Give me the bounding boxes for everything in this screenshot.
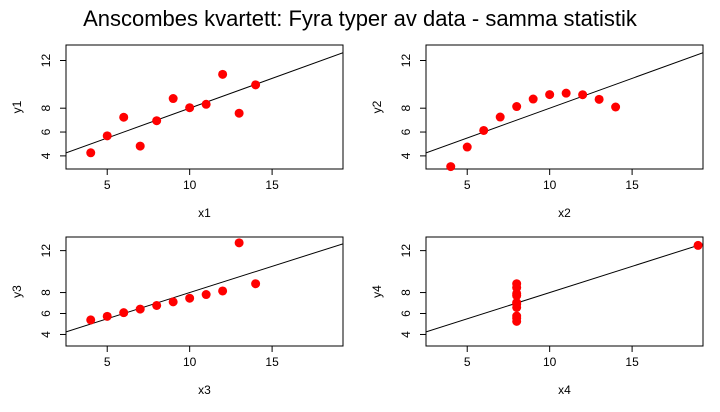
data-point bbox=[201, 99, 211, 109]
data-point bbox=[201, 290, 211, 300]
y-tick-label: 8 bbox=[39, 289, 53, 296]
data-point bbox=[594, 94, 604, 104]
data-point bbox=[495, 112, 505, 122]
y-tick-label: 8 bbox=[39, 105, 53, 112]
y-axis-label: y4 bbox=[370, 285, 384, 298]
data-point bbox=[512, 313, 522, 323]
x-tick-label: 15 bbox=[625, 355, 639, 369]
plot-frame bbox=[425, 44, 704, 170]
x-tick-label: 10 bbox=[183, 355, 197, 369]
data-point bbox=[185, 103, 195, 113]
data-point bbox=[218, 69, 228, 79]
data-point bbox=[119, 308, 129, 318]
y-tick-label: 12 bbox=[39, 54, 53, 68]
x-tick-label: 10 bbox=[543, 355, 557, 369]
plot-frame bbox=[425, 236, 704, 347]
y-tick-label: 8 bbox=[399, 105, 413, 112]
data-point bbox=[119, 112, 129, 122]
plot-panel-4: 5 10 15 4 6 8 12 x4 y4 bbox=[370, 236, 704, 397]
data-point bbox=[528, 94, 538, 104]
y-tick-label: 8 bbox=[399, 289, 413, 296]
regression-line bbox=[426, 52, 703, 154]
x-tick-label: 5 bbox=[104, 355, 111, 369]
data-point bbox=[251, 279, 261, 289]
x-tick-label: 10 bbox=[543, 178, 557, 192]
plot-panel-1: 5 10 15 4 6 8 12 x1 y1 bbox=[10, 44, 344, 220]
data-point bbox=[86, 148, 96, 158]
data-point bbox=[611, 102, 621, 112]
data-point bbox=[446, 162, 456, 172]
data-point bbox=[693, 240, 703, 250]
y-tick-label: 4 bbox=[39, 152, 53, 159]
data-point bbox=[561, 88, 571, 98]
y-tick-label: 12 bbox=[399, 244, 413, 258]
data-point bbox=[234, 108, 244, 118]
y-tick-label: 6 bbox=[39, 310, 53, 317]
data-point bbox=[545, 90, 555, 100]
chart-title: Anscombes kvartett: Fyra typer av data -… bbox=[83, 6, 637, 31]
data-point bbox=[135, 304, 145, 314]
regression-line bbox=[66, 243, 343, 333]
x-axis-label: x3 bbox=[198, 383, 211, 397]
data-point bbox=[168, 94, 178, 104]
x-tick-label: 10 bbox=[183, 178, 197, 192]
data-point bbox=[152, 300, 162, 310]
plot-panel-3: 5 10 15 4 6 8 12 x3 y3 bbox=[10, 236, 344, 397]
x-axis-label: x2 bbox=[558, 206, 571, 220]
plot-panel-2: 5 10 15 4 6 8 12 x2 y2 bbox=[370, 44, 704, 220]
data-point bbox=[234, 238, 244, 248]
y-tick-label: 6 bbox=[399, 128, 413, 135]
y-tick-label: 6 bbox=[399, 310, 413, 317]
data-point bbox=[86, 315, 96, 325]
y-tick-label: 4 bbox=[39, 331, 53, 338]
data-point bbox=[218, 286, 228, 296]
x-axis-label: x4 bbox=[558, 383, 571, 397]
plot-frame bbox=[65, 44, 344, 170]
x-tick-label: 5 bbox=[104, 178, 111, 192]
data-point bbox=[135, 141, 145, 151]
data-point bbox=[152, 116, 162, 126]
y-tick-label: 4 bbox=[399, 331, 413, 338]
data-point bbox=[168, 297, 178, 307]
data-point bbox=[512, 102, 522, 112]
x-tick-label: 5 bbox=[464, 355, 471, 369]
data-point bbox=[185, 293, 195, 303]
data-point bbox=[512, 299, 522, 309]
data-point bbox=[578, 90, 588, 100]
y-axis-label: y3 bbox=[10, 285, 24, 298]
y-axis-label: y2 bbox=[370, 100, 384, 113]
data-point bbox=[102, 311, 112, 321]
x-axis-label: x1 bbox=[198, 206, 211, 220]
y-tick-label: 6 bbox=[39, 128, 53, 135]
x-tick-label: 5 bbox=[464, 178, 471, 192]
data-point bbox=[102, 131, 112, 141]
x-tick-label: 15 bbox=[265, 355, 279, 369]
plot-frame bbox=[65, 236, 344, 347]
data-point bbox=[512, 288, 522, 298]
y-tick-label: 12 bbox=[39, 244, 53, 258]
y-tick-label: 12 bbox=[399, 54, 413, 68]
data-point bbox=[251, 80, 261, 90]
data-point bbox=[479, 125, 489, 135]
data-point bbox=[462, 142, 472, 152]
y-axis-label: y1 bbox=[10, 100, 24, 113]
y-tick-label: 4 bbox=[399, 152, 413, 159]
x-tick-label: 15 bbox=[265, 178, 279, 192]
x-tick-label: 15 bbox=[625, 178, 639, 192]
regression-line bbox=[426, 243, 703, 333]
